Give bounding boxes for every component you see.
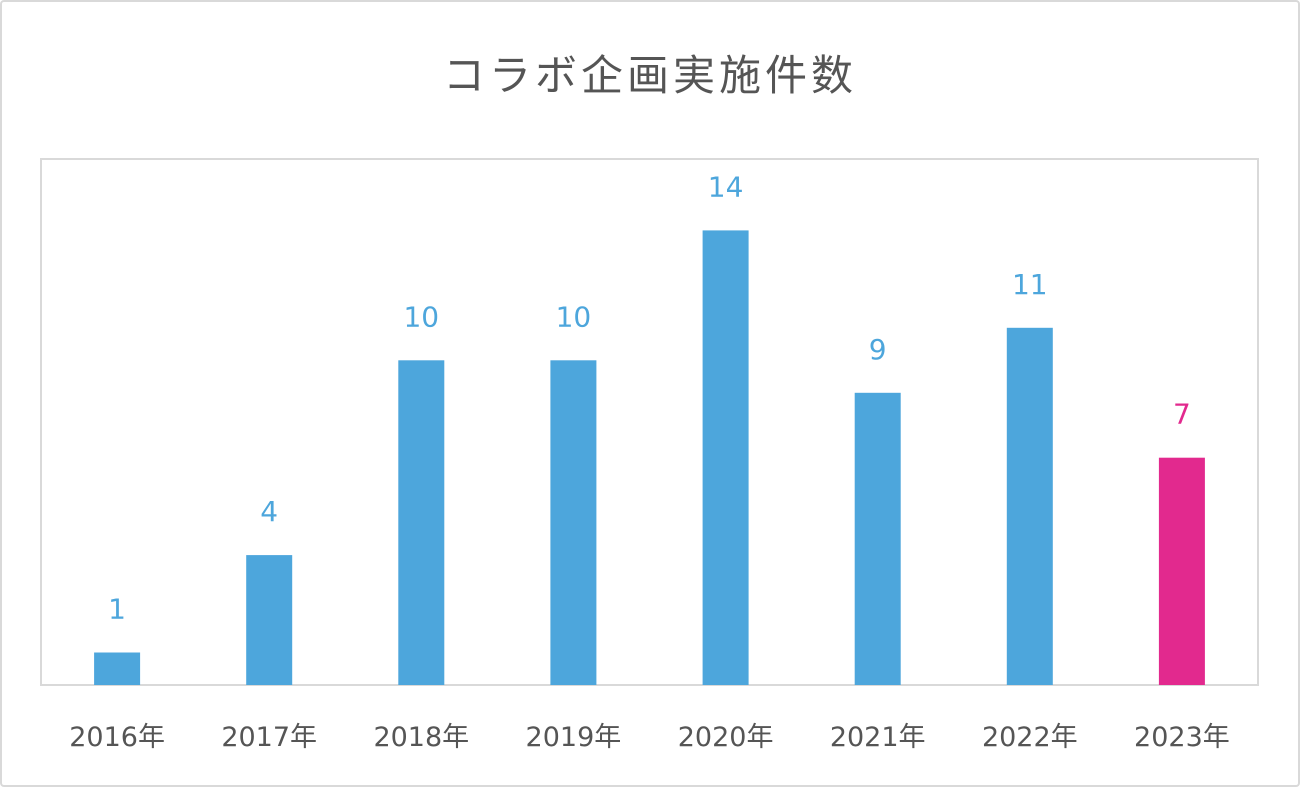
bar-2017年 <box>246 555 293 685</box>
data-label-2016年: 1 <box>108 593 126 626</box>
bar-2021年 <box>854 392 901 685</box>
data-label-2021年: 9 <box>869 333 887 366</box>
data-label-2018年: 10 <box>403 300 439 333</box>
x-tick-label-2016年: 2016年 <box>69 722 165 753</box>
plot-area <box>40 158 1259 686</box>
chart-title: コラボ企画実施件数 <box>442 51 857 100</box>
data-label-2023年: 7 <box>1173 398 1191 431</box>
x-tick-label-2021年: 2021年 <box>830 722 926 753</box>
data-label-2022年: 11 <box>1012 268 1048 301</box>
x-tick-label-2022年: 2022年 <box>982 722 1078 753</box>
bar-2016年 <box>94 652 141 685</box>
bar-2020年 <box>702 230 749 685</box>
x-tick-label-2019年: 2019年 <box>526 722 622 753</box>
data-label-2020年: 14 <box>708 170 744 203</box>
x-tick-label-2020年: 2020年 <box>678 722 774 753</box>
bar-2018年 <box>398 360 445 685</box>
x-tick-label-2017年: 2017年 <box>221 722 317 753</box>
bar-2023年 <box>1158 457 1205 685</box>
bars-group <box>94 230 1205 685</box>
x-tick-labels-group: 2016年 2017年 2018年 2019年 2020年 2021年 2022年 2023年 <box>69 722 1230 753</box>
bar-2019年 <box>550 360 597 685</box>
x-tick-label-2023年: 2023年 <box>1134 722 1230 753</box>
bar-2022年 <box>1006 327 1053 685</box>
x-tick-label-2018年: 2018年 <box>373 722 469 753</box>
data-label-2017年: 4 <box>260 495 278 528</box>
data-label-2019年: 10 <box>556 300 592 333</box>
